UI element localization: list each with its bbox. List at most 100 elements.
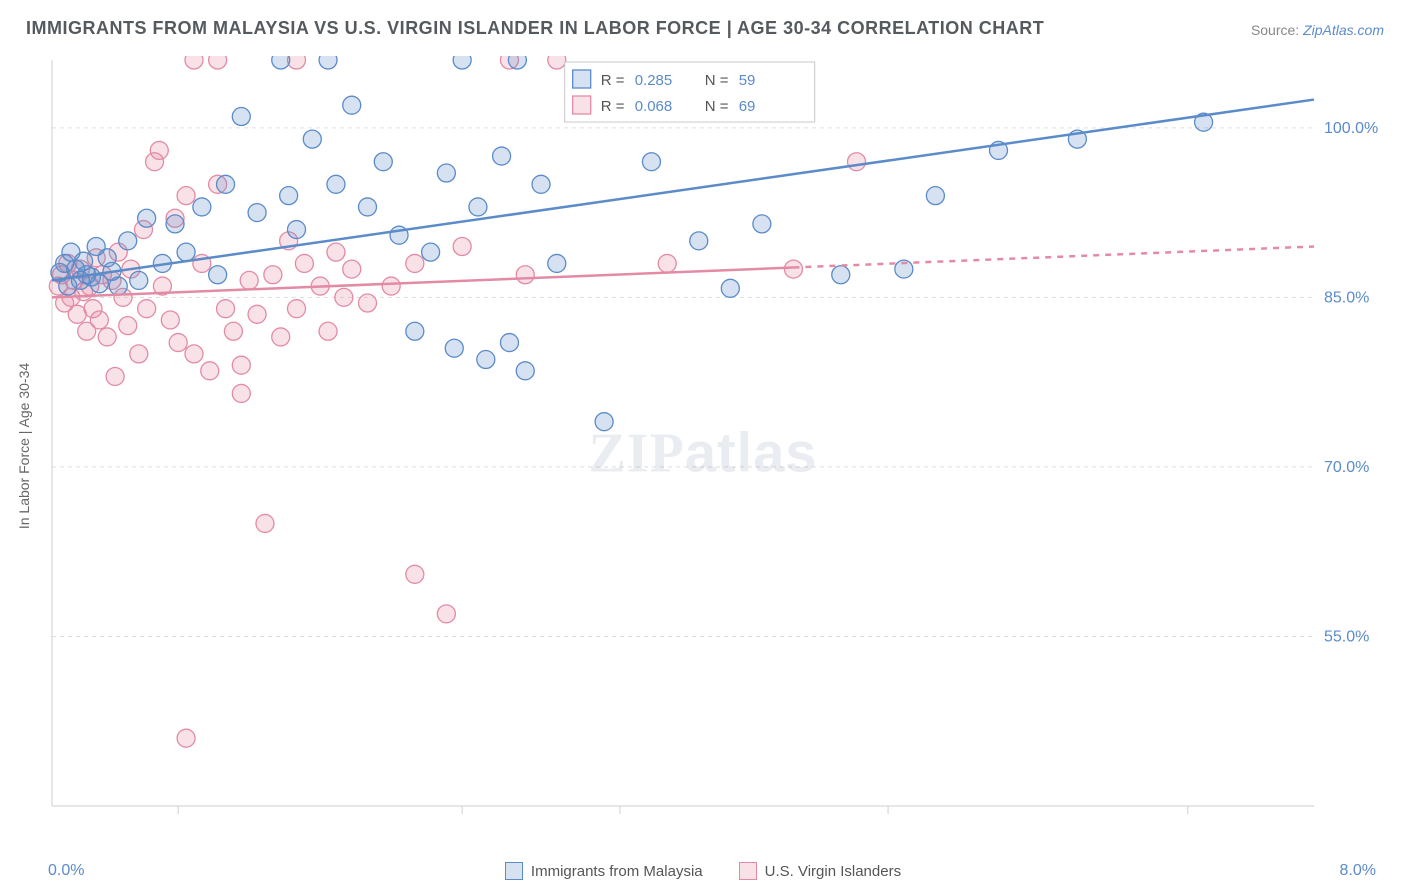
data-point-malaysia [753,215,771,233]
data-point-malaysia [406,322,424,340]
data-point-usvi [201,362,219,380]
y-axis-label: In Labor Force | Age 30-34 [16,363,32,529]
y-tick-label: 55.0% [1324,628,1369,645]
data-point-malaysia [500,334,518,352]
data-point-usvi [217,300,235,318]
data-point-usvi [327,243,345,261]
data-point-usvi [185,345,203,363]
legend-swatch-usvi [573,96,591,114]
data-point-usvi [288,300,306,318]
data-point-malaysia [422,243,440,261]
data-point-usvi [406,565,424,583]
data-point-malaysia [359,198,377,216]
data-point-usvi [437,605,455,623]
bottom-legend-swatch-usvi [739,862,757,880]
legend-N-value-usvi: 69 [739,98,756,115]
correlation-chart: 55.0%70.0%85.0%100.0%R =0.285N =59R =0.0… [48,56,1380,836]
data-point-usvi [185,56,203,69]
legend-N-label: N = [705,72,729,89]
legend-R-label: R = [601,72,625,89]
data-point-malaysia [493,147,511,165]
data-point-usvi [784,260,802,278]
data-point-usvi [130,345,148,363]
data-point-malaysia [516,362,534,380]
data-point-malaysia [217,175,235,193]
data-point-usvi [209,56,227,69]
source-prefix: Source: [1251,22,1303,38]
chart-title: IMMIGRANTS FROM MALAYSIA VS U.S. VIRGIN … [26,18,1044,39]
data-point-usvi [453,238,471,256]
data-point-malaysia [303,130,321,148]
data-point-usvi [240,271,258,289]
data-point-usvi [272,328,290,346]
legend-R-label: R = [601,98,625,115]
data-point-malaysia [343,96,361,114]
data-point-malaysia [532,175,550,193]
data-point-malaysia [248,204,266,222]
legend-R-value-usvi: 0.068 [635,98,673,115]
data-point-usvi [232,384,250,402]
data-point-malaysia [177,243,195,261]
data-point-malaysia [690,232,708,250]
data-point-usvi [343,260,361,278]
data-point-usvi [548,56,566,69]
data-point-malaysia [166,215,184,233]
data-point-usvi [177,729,195,747]
data-point-usvi [150,141,168,159]
data-point-usvi [382,277,400,295]
data-point-malaysia [109,277,127,295]
data-point-malaysia [232,108,250,126]
data-point-malaysia [374,153,392,171]
data-point-malaysia [280,187,298,205]
legend-N-value-malaysia: 59 [739,72,756,89]
data-point-usvi [138,300,156,318]
data-point-malaysia [437,164,455,182]
data-point-malaysia [119,232,137,250]
data-point-usvi [106,367,124,385]
legend-N-label: N = [705,98,729,115]
data-point-usvi [406,254,424,272]
data-point-malaysia [130,271,148,289]
data-point-usvi [288,56,306,69]
legend-R-value-malaysia: 0.285 [635,72,673,89]
data-point-malaysia [548,254,566,272]
data-point-malaysia [209,266,227,284]
bottom-legend-swatch-malaysia [505,862,523,880]
data-point-malaysia [595,413,613,431]
data-point-malaysia [272,56,290,69]
source-label: Source: ZipAtlas.com [1251,22,1384,38]
bottom-legend: Immigrants from MalaysiaU.S. Virgin Isla… [0,862,1406,880]
data-point-usvi [90,311,108,329]
data-point-usvi [848,153,866,171]
data-point-usvi [516,266,534,284]
data-point-malaysia [469,198,487,216]
data-point-usvi [98,328,116,346]
data-point-usvi [248,305,266,323]
data-point-malaysia [288,221,306,239]
data-point-usvi [359,294,377,312]
data-point-malaysia [832,266,850,284]
legend-swatch-malaysia [573,70,591,88]
data-point-malaysia [642,153,660,171]
data-point-malaysia [193,198,211,216]
data-point-malaysia [453,56,471,69]
bottom-legend-item-malaysia: Immigrants from Malaysia [505,862,703,880]
source-link[interactable]: ZipAtlas.com [1303,22,1384,38]
data-point-malaysia [477,351,495,369]
y-tick-label: 70.0% [1324,459,1369,476]
data-point-usvi [177,187,195,205]
data-point-malaysia [445,339,463,357]
y-tick-label: 85.0% [1324,289,1369,306]
data-point-malaysia [138,209,156,227]
data-point-usvi [658,254,676,272]
data-point-usvi [232,356,250,374]
data-point-malaysia [327,175,345,193]
bottom-legend-label-malaysia: Immigrants from Malaysia [531,863,703,880]
data-point-usvi [119,317,137,335]
data-point-malaysia [926,187,944,205]
data-point-usvi [161,311,179,329]
data-point-usvi [319,322,337,340]
data-point-malaysia [319,56,337,69]
data-point-usvi [264,266,282,284]
data-point-usvi [256,514,274,532]
